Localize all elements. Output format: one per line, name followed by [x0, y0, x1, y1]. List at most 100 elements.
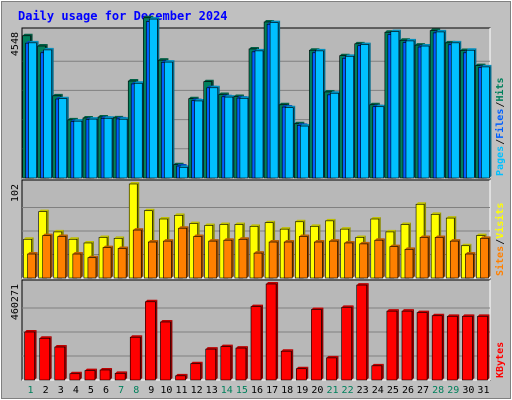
panel-max-label: 102 — [10, 184, 21, 202]
bar-kbytes-day-26 — [401, 309, 414, 381]
bar-top — [24, 330, 37, 333]
bar-top — [314, 240, 325, 243]
bar-top — [430, 28, 441, 31]
bar-pages-day-2 — [43, 47, 54, 179]
bar-kbytes-day-15 — [235, 346, 248, 381]
bar-side — [472, 314, 475, 380]
tick-label-day-17: 17 — [266, 385, 278, 396]
legend-sites: Sites — [494, 246, 506, 276]
bar-face — [224, 96, 234, 179]
bar-face — [129, 336, 141, 381]
legend-pages: Pages — [495, 146, 506, 176]
bar-face — [238, 238, 248, 279]
bar-kbytes-day-13 — [205, 347, 218, 381]
bar-top — [224, 95, 235, 98]
bar-kbytes-day-11 — [175, 373, 188, 381]
tick-label-day-5: 5 — [88, 385, 94, 396]
bar-face — [205, 348, 217, 381]
bar-pages-day-11 — [179, 165, 190, 179]
bar-face — [431, 315, 443, 381]
bar-face — [69, 373, 81, 381]
bar-top — [330, 91, 341, 94]
bar-sites-day-24 — [374, 238, 385, 279]
bar-top — [401, 309, 414, 312]
bar-pages-day-17 — [269, 20, 281, 179]
bar-top — [281, 349, 294, 352]
panel-max-label: 460271 — [10, 284, 21, 320]
bar-top — [22, 33, 33, 36]
bar-face — [435, 31, 445, 179]
bar-kbytes-day-27 — [416, 310, 430, 381]
bar-face — [390, 31, 400, 179]
bar-face — [295, 368, 307, 381]
bar-sites-day-12 — [193, 234, 204, 279]
bar-top — [475, 63, 486, 66]
bar-face — [57, 236, 67, 279]
bar-top — [190, 361, 203, 364]
bar-pages-day-18 — [284, 105, 296, 179]
bar-sites-day-25 — [389, 244, 400, 279]
bar-kbytes-day-9 — [145, 299, 158, 381]
bar-sites-day-13 — [208, 239, 219, 279]
bar-top — [203, 79, 214, 82]
bar-top — [326, 355, 339, 358]
bar-side — [396, 309, 399, 380]
bar-top — [57, 234, 68, 237]
bar-top — [188, 96, 199, 99]
bar-sites-day-8 — [132, 228, 144, 279]
bar-top — [160, 320, 173, 323]
bar-kbytes-day-31 — [477, 314, 490, 381]
bar-face — [344, 242, 353, 279]
bar-top — [450, 239, 461, 242]
bar-face — [133, 82, 143, 179]
bar-face — [235, 347, 247, 381]
bar-kbytes-day-8 — [129, 335, 143, 381]
bar-sites-day-17 — [268, 240, 280, 279]
bar-face — [27, 253, 36, 279]
bar-face — [450, 42, 460, 179]
bar-pages-day-10 — [164, 60, 175, 179]
bar-top — [239, 96, 250, 99]
tick-label-day-28: 28 — [432, 385, 444, 396]
bar-side — [95, 255, 98, 278]
bar-side — [35, 252, 38, 278]
bar-pages-day-9 — [149, 17, 160, 179]
bar-face — [359, 243, 368, 279]
bar-kbytes-day-23 — [356, 283, 369, 381]
bar-face — [175, 375, 186, 381]
bar-pages-day-19 — [299, 124, 311, 179]
bar-top — [359, 241, 370, 244]
bar-sites-day-30 — [465, 252, 476, 279]
bar-top — [104, 116, 115, 119]
bar-face — [314, 241, 323, 279]
bar-face — [208, 240, 218, 279]
panel-legend: Sites/Visits — [494, 203, 506, 276]
bar-top — [174, 213, 185, 216]
bar-face — [145, 301, 156, 381]
bar-top — [118, 246, 129, 249]
bar-side — [200, 361, 203, 380]
bar-kbytes-day-7 — [114, 371, 128, 381]
bar-face — [481, 66, 490, 179]
bar-face — [178, 227, 187, 279]
tick-label-day-31: 31 — [477, 385, 489, 396]
bar-top — [38, 209, 49, 212]
bar-side — [381, 363, 384, 380]
bar-top — [446, 216, 457, 219]
bar-face — [223, 239, 233, 279]
bar-face — [149, 18, 158, 179]
bar-top — [103, 245, 114, 248]
tick-label-day-4: 4 — [73, 385, 79, 396]
bar-pages-day-22 — [345, 54, 356, 179]
bar-side — [351, 305, 354, 380]
bar-kbytes-day-25 — [386, 309, 399, 381]
bar-pages-day-16 — [254, 48, 265, 179]
tick-label-day-27: 27 — [417, 385, 429, 396]
bar-face — [194, 100, 203, 179]
bar-side — [427, 310, 430, 380]
bar-side — [489, 64, 492, 178]
bar-top — [238, 237, 249, 240]
bar-top — [329, 239, 340, 242]
bar-side — [50, 233, 53, 278]
